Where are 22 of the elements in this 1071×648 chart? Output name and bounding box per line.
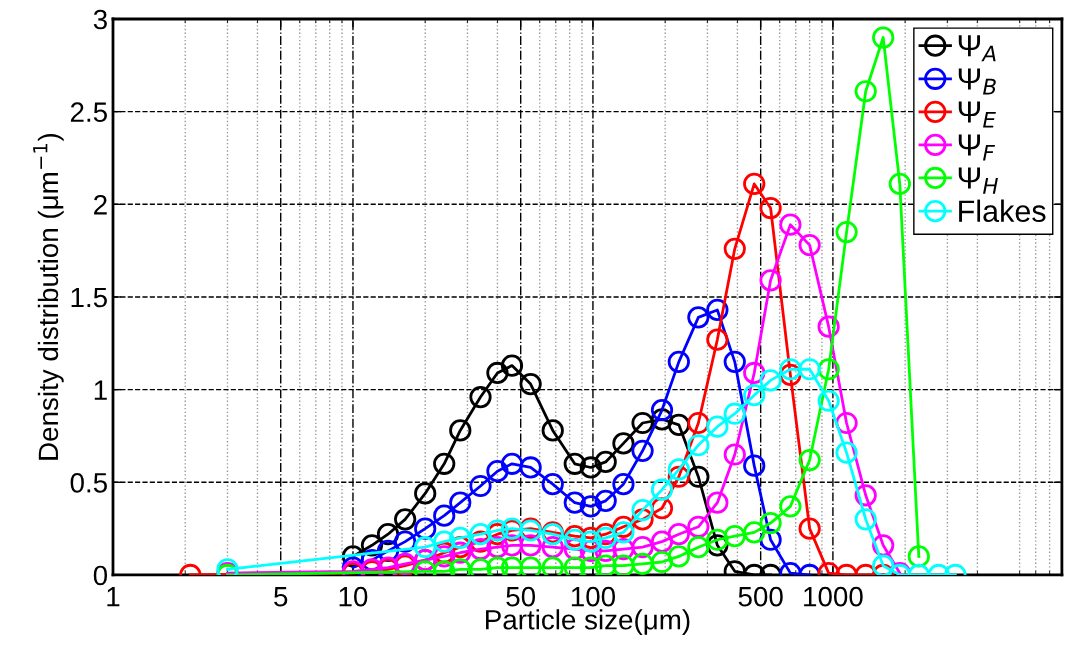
legend-label: Ψ$_{F}$	[958, 134, 995, 161]
legend-label: Ψ$_{B}$	[958, 68, 996, 95]
y-tick-label: 1	[94, 380, 107, 400]
y-tick-label: 0.5	[70, 472, 107, 493]
x-tick-label: 10	[339, 586, 368, 607]
x-tick-label: 100	[571, 586, 616, 607]
x-tick-label: 1	[107, 587, 120, 607]
y-tick-label: 3	[93, 9, 107, 30]
x-tick-label: 5	[274, 587, 288, 607]
legend-label: Ψ$_{E}$	[958, 101, 996, 128]
y-tick-label: 2	[94, 194, 107, 215]
y-tick-label: 0	[93, 565, 108, 586]
legend-label: Ψ$_{A}$	[958, 35, 996, 62]
legend-label: Ψ$_{H}$	[958, 167, 998, 194]
x-tick-label: 1000	[804, 586, 863, 607]
y-axis-title: Density distribution (μm$^{−1}$)	[33, 133, 64, 460]
x-tick-label: 50	[506, 586, 536, 607]
y-tick-label: 1.5	[71, 287, 107, 308]
legend-label: Flakes	[959, 199, 1046, 223]
x-axis-title: Particle size(μm)	[486, 609, 690, 636]
y-tick-label: 2.5	[70, 102, 107, 122]
x-tick-label: 500	[738, 586, 783, 607]
